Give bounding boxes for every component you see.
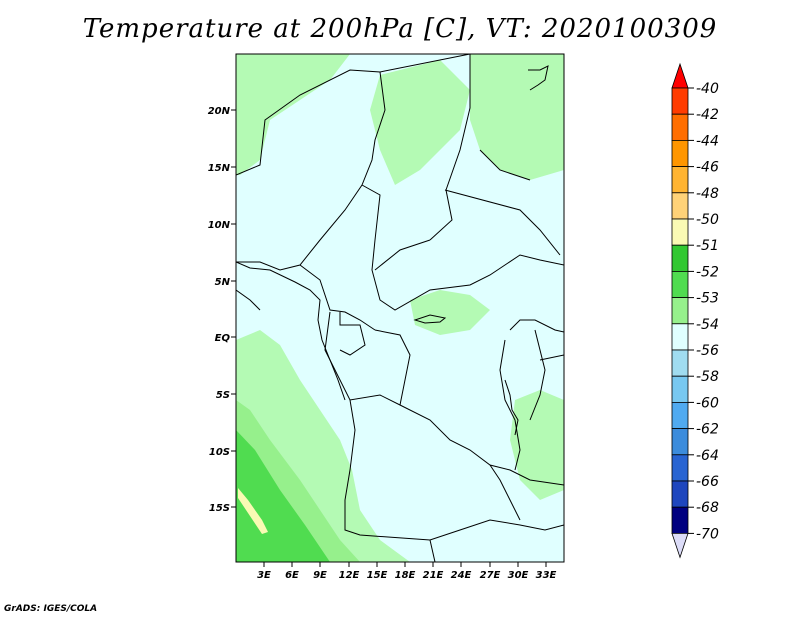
lon-label: 6E — [285, 570, 299, 581]
lat-label: 5N — [215, 277, 231, 288]
contour-region-warm-strip — [238, 488, 268, 534]
colorbar-label: -60 — [696, 395, 719, 411]
colorbar-swatch — [671, 480, 689, 508]
grads-credit: GrADS: IGES/COLA — [4, 604, 98, 614]
lon-label: 33E — [536, 570, 557, 581]
colorbar-top-triangle — [671, 62, 689, 89]
colorbar-swatch — [671, 297, 689, 325]
colorbar-label: -64 — [696, 448, 719, 464]
lon-label: 12E — [339, 570, 360, 581]
colorbar-label: -40 — [696, 81, 719, 97]
lat-label: 15S — [209, 503, 230, 514]
lat-label: 20N — [208, 106, 231, 117]
colorbar-label: -56 — [696, 343, 719, 359]
colorbar-swatch — [671, 323, 689, 351]
map-title: Temperature at 200hPa [C], VT: 202010030… — [82, 14, 718, 44]
colorbar-label: -58 — [696, 369, 719, 385]
lon-label: 9E — [313, 570, 327, 581]
contour-region-east — [510, 390, 564, 500]
colorbar-label: -66 — [696, 474, 719, 490]
colorbar-label: -42 — [696, 107, 719, 123]
lon-label: 27E — [480, 570, 501, 581]
colorbar-swatch — [671, 244, 689, 272]
lon-label: 21E — [423, 570, 444, 581]
lon-label: 24E — [451, 570, 472, 581]
colorbar-label: -46 — [696, 160, 719, 176]
colorbar-label: -68 — [696, 500, 719, 516]
colorbar-swatch — [671, 192, 689, 220]
lat-label: 10S — [209, 447, 230, 458]
lat-label: 15N — [208, 163, 231, 174]
colorbar-swatch — [671, 375, 689, 403]
colorbar-swatch — [671, 113, 689, 141]
colorbar: -40 -42 -44 -46 -48 -50 -51 -52 -53 -54 -56 -58 -60 -… — [671, 62, 719, 559]
country-borders — [236, 54, 564, 562]
colorbar-swatch — [671, 401, 689, 429]
colorbar-label: -48 — [696, 186, 719, 202]
lon-label: 15E — [367, 570, 388, 581]
colorbar-swatch — [671, 506, 689, 534]
lat-axis: 20N 15N 10N 5N EQ 5S 10S 15S — [208, 106, 236, 514]
colorbar-label: -54 — [696, 317, 719, 333]
lon-label: 30E — [508, 570, 529, 581]
colorbar-swatch — [671, 139, 689, 167]
colorbar-swatch — [671, 218, 689, 246]
colorbar-label: -50 — [696, 212, 719, 228]
map-frame — [235, 53, 565, 563]
lon-label: 3E — [257, 570, 271, 581]
contour-region-central-north — [410, 290, 490, 335]
colorbar-swatch — [671, 349, 689, 377]
colorbar-label: -70 — [696, 526, 719, 542]
contour-region-north-east — [470, 54, 564, 180]
lat-label: EQ — [215, 333, 231, 344]
colorbar-swatch — [671, 87, 689, 115]
colorbar-swatch — [671, 166, 689, 194]
colorbar-swatch — [671, 454, 689, 482]
map-panel — [236, 54, 564, 562]
colorbar-label: -51 — [696, 238, 719, 254]
colorbar-swatch — [671, 428, 689, 456]
colorbar-label: -62 — [696, 422, 719, 438]
colorbar-label: -44 — [696, 133, 719, 149]
lat-label: 5S — [216, 390, 230, 401]
lat-label: 10N — [208, 220, 231, 231]
contour-region-north-central — [370, 60, 470, 185]
lon-axis: 3E 6E 9E 12E 15E 18E 21E 24E 27E 30E 33E — [257, 562, 557, 581]
colorbar-label: -52 — [696, 264, 719, 280]
coastlines — [236, 65, 549, 436]
colorbar-bottom-triangle — [671, 533, 689, 559]
colorbar-label: -53 — [696, 291, 719, 307]
lon-label: 18E — [395, 570, 416, 581]
colorbar-swatch — [671, 270, 689, 298]
